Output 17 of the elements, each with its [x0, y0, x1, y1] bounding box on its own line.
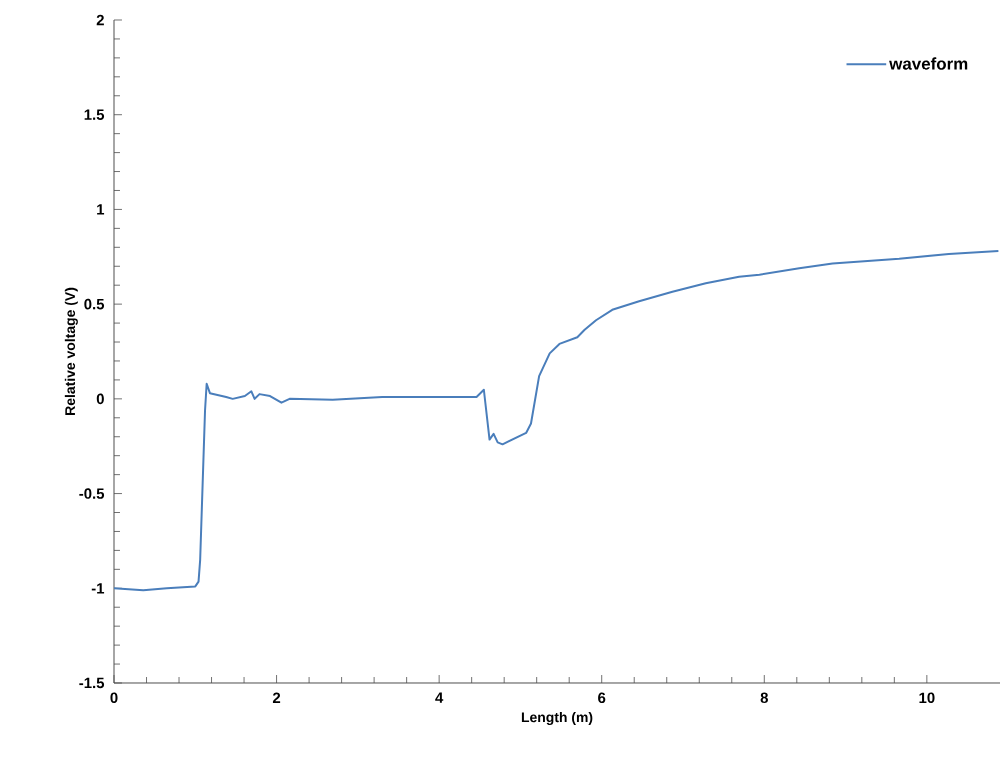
y-tick-label: 2 — [96, 14, 104, 26]
x-tick-label: 10 — [919, 692, 935, 704]
y-tick-label: 0 — [96, 393, 104, 405]
y-tick-label: 1 — [97, 204, 105, 215]
y-tick-label: 1.5 — [84, 109, 105, 120]
x-axis-title: Length (m) — [521, 711, 593, 725]
x-tick-label: 2 — [272, 692, 281, 703]
y-tick-label: -1 — [91, 583, 105, 594]
legend-label: waveform — [889, 57, 968, 70]
x-tick-label: 4 — [435, 692, 444, 703]
x-tick-label: 8 — [760, 692, 768, 704]
y-tick-label: -0.5 — [79, 488, 105, 499]
x-tick-label: 0 — [110, 692, 118, 704]
y-axis-title: Relative voltage (V) — [64, 287, 78, 415]
y-tick-label: 0.5 — [84, 298, 105, 310]
x-tick-label: 6 — [598, 692, 606, 704]
y-tick-label: -1.5 — [79, 677, 105, 689]
